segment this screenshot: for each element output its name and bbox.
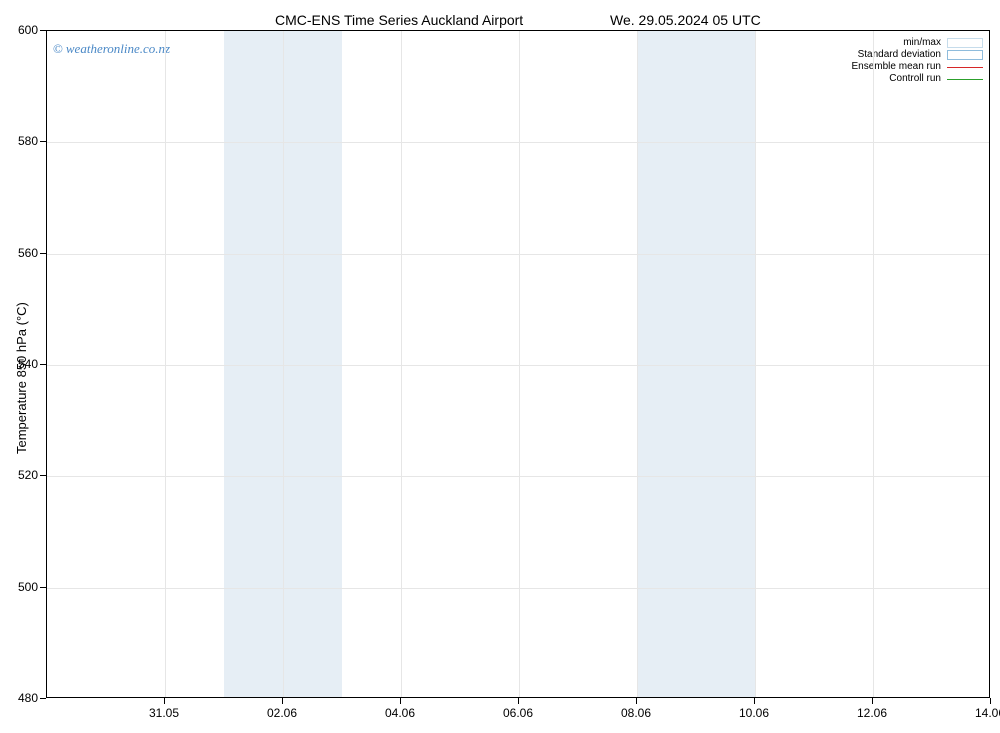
legend-label: Ensemble mean run [852,61,948,73]
h-gridline [47,588,989,589]
x-tick-label: 12.06 [857,706,887,720]
y-tick-label: 500 [10,580,38,594]
y-tick [40,475,46,476]
legend-swatch-line [947,74,983,84]
legend-item: min/max [852,37,984,49]
h-gridline [47,254,989,255]
chart-title-left: CMC-ENS Time Series Auckland Airport [275,12,523,28]
legend-item: Standard deviation [852,49,984,61]
legend-swatch-line [947,62,983,72]
x-tick-label: 08.06 [621,706,651,720]
y-tick-label: 520 [10,468,38,482]
h-gridline [47,476,989,477]
watermark: ©weatheronline.co.nz [53,41,170,57]
x-tick [872,698,873,704]
y-tick-label: 580 [10,134,38,148]
h-gridline [47,142,989,143]
v-gridline [283,31,284,697]
legend-label: Standard deviation [858,49,947,61]
legend-label: Controll run [889,73,947,85]
y-tick-label: 480 [10,691,38,705]
chart-title-right: We. 29.05.2024 05 UTC [610,12,761,28]
y-tick-label: 560 [10,246,38,260]
x-tick [518,698,519,704]
x-tick-label: 02.06 [267,706,297,720]
legend-item: Controll run [852,73,984,85]
y-tick [40,587,46,588]
x-tick-label: 10.06 [739,706,769,720]
v-gridline [401,31,402,697]
v-gridline [637,31,638,697]
y-tick [40,141,46,142]
y-tick-label: 540 [10,357,38,371]
v-gridline [755,31,756,697]
x-tick-label: 06.06 [503,706,533,720]
watermark-text: weatheronline.co.nz [66,41,170,56]
y-tick-label: 600 [10,23,38,37]
copyright-icon: © [53,41,63,56]
x-tick [636,698,637,704]
weekend-shade [637,31,755,697]
x-tick-label: 14.06 [975,706,1000,720]
y-tick [40,253,46,254]
chart-container: CMC-ENS Time Series Auckland Airport We.… [0,0,1000,733]
v-gridline [165,31,166,697]
y-tick [40,364,46,365]
x-tick-label: 31.05 [149,706,179,720]
y-tick [40,698,46,699]
legend-swatch-box [947,38,983,48]
legend: min/maxStandard deviationEnsemble mean r… [852,37,984,85]
y-tick [40,30,46,31]
y-axis-label: Temperature 850 hPa (°C) [14,302,29,454]
x-tick [990,698,991,704]
x-tick-label: 04.06 [385,706,415,720]
v-gridline [519,31,520,697]
plot-area: ©weatheronline.co.nz min/maxStandard dev… [46,30,990,698]
x-tick [282,698,283,704]
legend-label: min/max [903,37,947,49]
v-gridline [873,31,874,697]
legend-item: Ensemble mean run [852,61,984,73]
h-gridline [47,365,989,366]
x-tick [400,698,401,704]
x-tick [164,698,165,704]
x-tick [754,698,755,704]
legend-swatch-box [947,50,983,60]
